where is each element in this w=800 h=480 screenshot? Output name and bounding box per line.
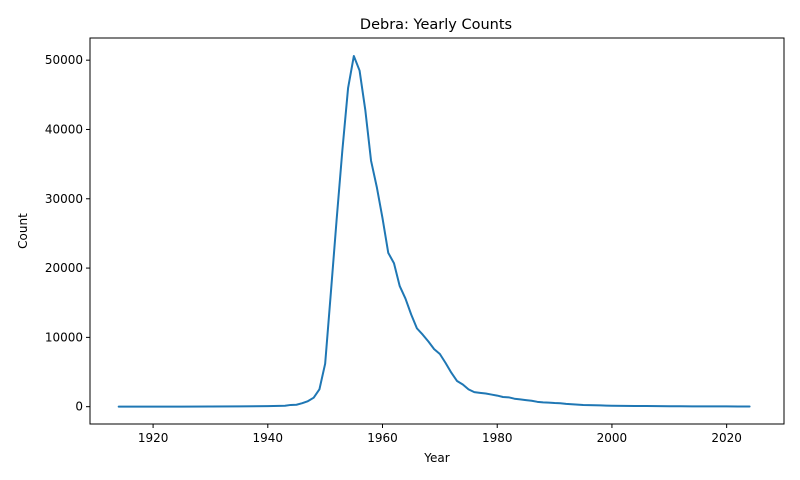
x-tick-label: 1960: [367, 431, 398, 445]
series-layer: [117, 55, 751, 408]
y-tick-label: 30000: [45, 192, 83, 206]
x-axis-title: Year: [423, 451, 449, 465]
x-tick-label: 2020: [711, 431, 742, 445]
y-tick-label: 0: [75, 400, 83, 414]
y-axis: 0 10000 20000 30000 40000 50000: [45, 53, 90, 414]
y-tick-label: 50000: [45, 53, 83, 67]
x-tick-label: 1940: [253, 431, 284, 445]
y-tick-label: 10000: [45, 330, 83, 344]
x-tick-label: 1920: [138, 431, 169, 445]
series-line: [117, 55, 751, 408]
x-axis: 1920 1940 1960 1980 2000 2020: [138, 424, 742, 445]
y-tick-label: 40000: [45, 122, 83, 136]
y-tick-label: 20000: [45, 261, 83, 275]
x-tick-label: 1980: [482, 431, 513, 445]
x-tick-label: 2000: [597, 431, 628, 445]
chart-title: Debra: Yearly Counts: [360, 17, 512, 33]
y-axis-title: Count: [16, 213, 30, 249]
plot-frame: [89, 37, 785, 425]
